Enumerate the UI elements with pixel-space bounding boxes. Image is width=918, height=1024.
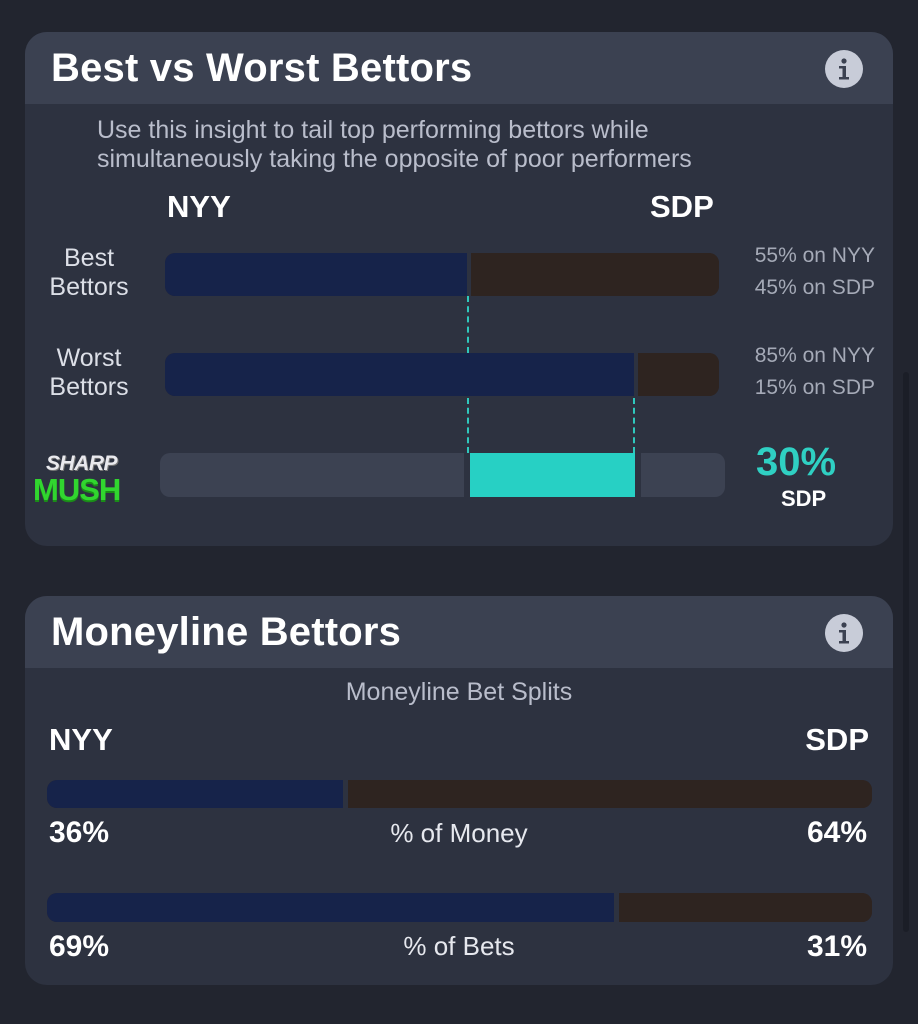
- best-split-dashed-line-lower: [467, 398, 469, 453]
- card-header: Moneyline Bettors: [25, 596, 893, 668]
- worst-bettors-bar: [165, 353, 719, 396]
- nyy-segment: [165, 353, 635, 396]
- info-icon: [839, 622, 849, 644]
- sharp-mush-difference-fill: [470, 453, 635, 497]
- best-vs-worst-card: Best vs Worst Bettors Use this insight t…: [25, 32, 893, 546]
- description-line-2: simultaneously taking the opposite of po…: [97, 145, 692, 173]
- money-label: % of Money: [390, 818, 528, 848]
- moneyline-subtitle: Moneyline Bet Splits: [345, 678, 573, 706]
- team-right-label: SDP: [650, 189, 714, 224]
- best-bettors-percentages: 55% on NYY 45% on SDP: [754, 244, 875, 299]
- sdp-segment: [619, 893, 872, 922]
- best-bettors-bar: [165, 253, 719, 296]
- info-icon: [839, 58, 849, 80]
- best-split-dashed-line: [467, 296, 469, 353]
- team-left-label: NYY: [167, 189, 231, 224]
- sdp-segment: [638, 353, 719, 396]
- moneyline-card: Moneyline Bettors Moneyline Bet Splits N…: [25, 596, 893, 985]
- sdp-segment: [471, 253, 719, 296]
- money-split-bar: [47, 780, 872, 808]
- worst-bettors-percentages: 85% on NYY 15% on SDP: [754, 344, 875, 399]
- scrollbar[interactable]: [903, 372, 909, 932]
- sdp-segment: [348, 780, 872, 808]
- info-button[interactable]: [825, 50, 863, 88]
- bets-split-bar: [47, 893, 872, 922]
- nyy-segment: [47, 780, 344, 808]
- card-title: Best vs Worst Bettors: [51, 46, 473, 90]
- bets-left-value: 69%: [49, 930, 110, 963]
- sharp-mush-percentage: 30%: [756, 440, 837, 484]
- card-title: Moneyline Bettors: [51, 610, 402, 654]
- worst-split-dashed-line: [633, 398, 635, 453]
- card-header: Best vs Worst Bettors: [25, 32, 893, 104]
- bets-label: % of Bets: [403, 931, 515, 961]
- worst-bettors-label: Worst Bettors: [49, 344, 129, 401]
- bets-right-value: 31%: [806, 930, 867, 963]
- nyy-segment: [47, 893, 615, 922]
- best-bettors-label: Best Bettors: [49, 244, 129, 301]
- team-left-label: NYY: [49, 722, 113, 757]
- sharp-mush-team: SDP: [781, 486, 827, 511]
- nyy-segment: [165, 253, 468, 296]
- sharp-mush-logo: SHARP MUSH: [33, 452, 121, 507]
- money-left-value: 36%: [49, 816, 110, 849]
- money-right-value: 64%: [806, 816, 867, 849]
- team-right-label: SDP: [805, 722, 869, 757]
- description-line-1: Use this insight to tail top performing …: [97, 116, 649, 144]
- info-button[interactable]: [825, 614, 863, 652]
